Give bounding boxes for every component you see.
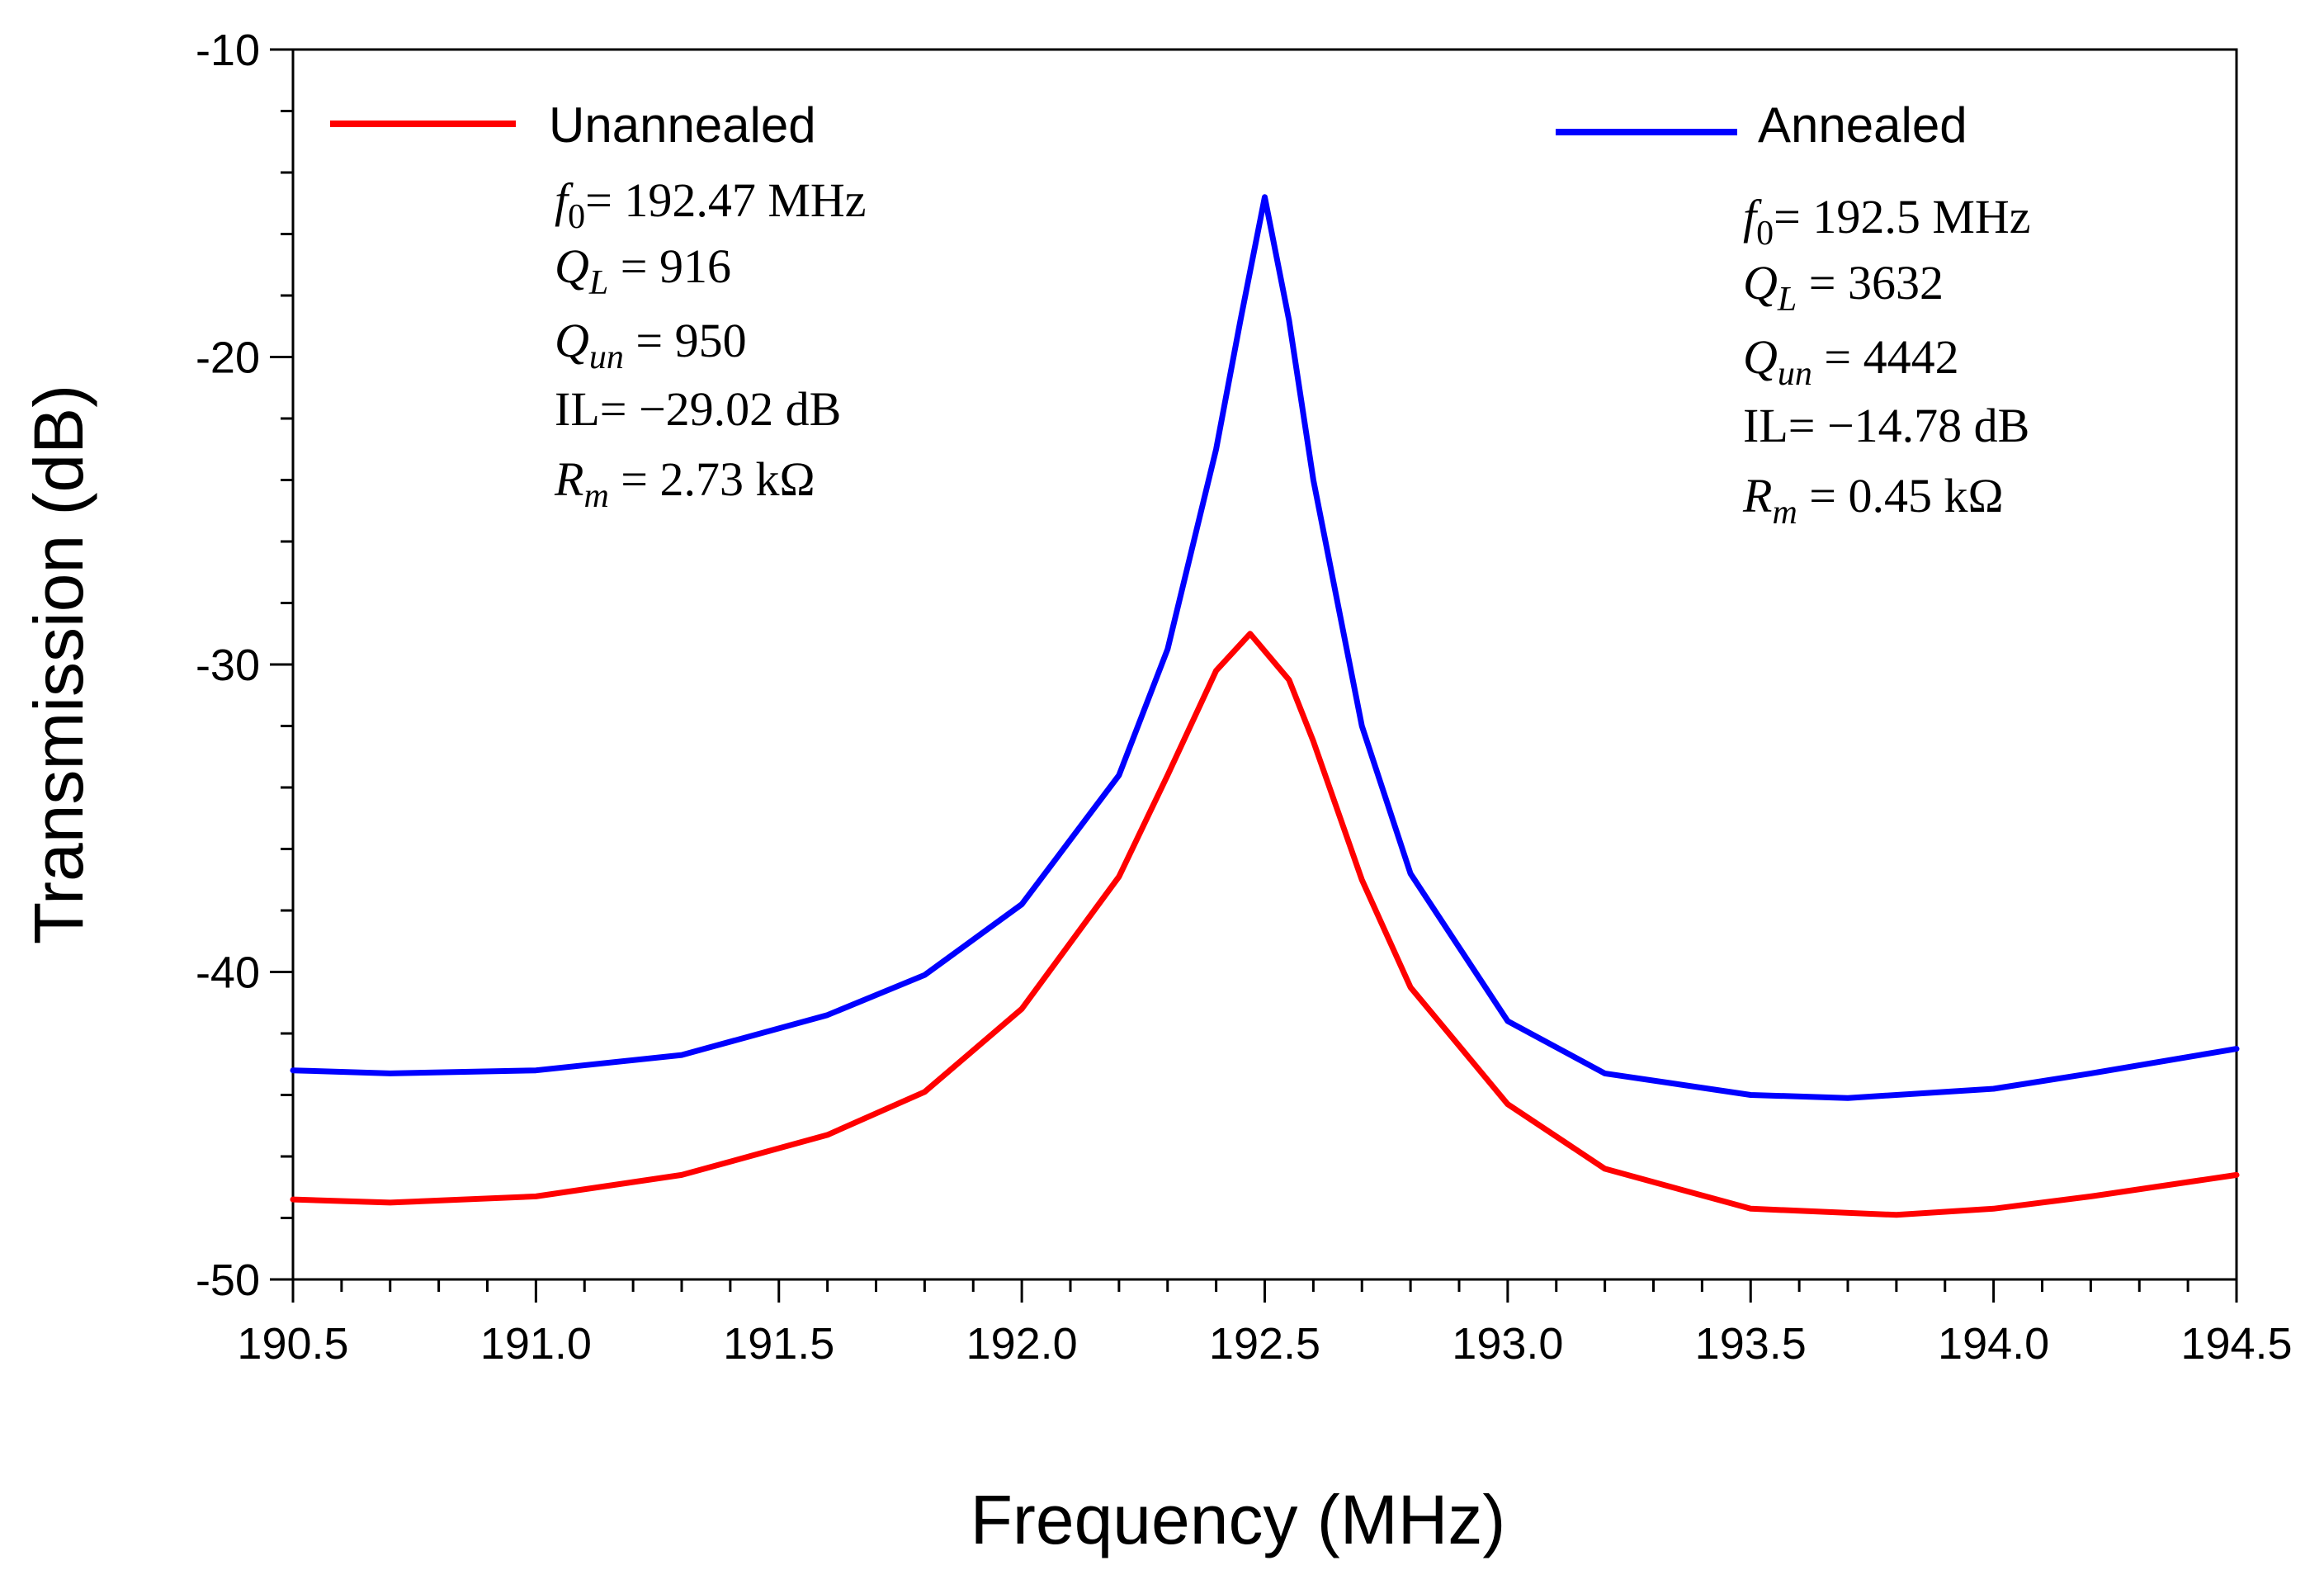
annot-rm: Rm = 2.73 kΩ [554, 452, 815, 515]
axes: -10 -20 -30 -40 -50 190.5 191.0 191.5 192.0 192.5… [196, 26, 2293, 1369]
legend: Unannealed Annealed [330, 97, 1967, 153]
qun-symbol: Q [1743, 330, 1778, 384]
x-tick-label: 194.0 [1938, 1319, 2049, 1369]
annot-ql: QL = 916 [555, 239, 731, 302]
y-tick-label: -30 [196, 641, 260, 690]
qun-subscript: un [589, 338, 624, 376]
x-tick-label: 193.0 [1452, 1319, 1563, 1369]
legend-label-unannealed: Unannealed [549, 97, 816, 153]
ql-value: = 3632 [1797, 256, 1944, 310]
qun-subscript: un [1778, 355, 1812, 393]
annot-il: IL= −29.02 dB [555, 382, 841, 436]
qun-value: = 950 [624, 314, 747, 367]
ql-symbol: Q [555, 239, 589, 293]
rm-value: = 2.73 kΩ [609, 452, 815, 506]
y-axis-title: Transmission (dB) [20, 385, 97, 944]
ql-value: = 916 [608, 239, 731, 293]
x-tick-label: 190.5 [237, 1319, 348, 1369]
f0-subscript: 0 [1756, 215, 1774, 253]
qun-symbol: Q [555, 314, 589, 367]
x-tick-label: 193.5 [1695, 1319, 1807, 1369]
x-axis-title: Frequency (MHz) [971, 1481, 1506, 1558]
x-tick-label: 191.5 [723, 1319, 834, 1369]
plot-series [290, 194, 2240, 1218]
qun-value: = 4442 [1812, 330, 1959, 384]
rm-symbol: R [554, 452, 583, 506]
annot-qun: Qun = 4442 [1743, 330, 1959, 393]
rm-subscript: m [1772, 494, 1797, 532]
x-tick-label: 192.5 [1209, 1319, 1320, 1369]
ql-subscript: L [1777, 281, 1797, 319]
series-line-annealed [290, 194, 2240, 1101]
ql-symbol: Q [1743, 256, 1778, 310]
annot-f0: f0= 192.47 MHz [555, 173, 867, 236]
x-tick-label: 191.0 [480, 1319, 592, 1369]
f0-value: = 192.5 MHz [1774, 190, 2030, 244]
annot-f0: f0= 192.5 MHz [1743, 190, 2031, 253]
rm-value: = 0.45 kΩ [1797, 469, 2004, 523]
annot-ql: QL = 3632 [1743, 256, 1944, 319]
f0-subscript: 0 [568, 198, 585, 236]
y-tick-label: -10 [196, 26, 260, 75]
f0-value: = 192.47 MHz [585, 173, 866, 227]
x-tick-label: 192.0 [966, 1319, 1078, 1369]
annot-qun: Qun = 950 [555, 314, 747, 376]
y-tick-label: -20 [196, 333, 260, 383]
y-tick-label: -40 [196, 948, 260, 998]
x-tick-label: 194.5 [2180, 1319, 2292, 1369]
rm-subscript: m [583, 477, 608, 515]
ql-subscript: L [588, 264, 608, 302]
annot-il: IL= −14.78 dB [1743, 399, 2029, 452]
rm-symbol: R [1742, 469, 1772, 523]
y-tick-label: -50 [196, 1256, 260, 1305]
annot-rm: Rm = 0.45 kΩ [1742, 469, 2004, 532]
series-line-unannealed [290, 631, 2240, 1218]
legend-label-annealed: Annealed [1758, 97, 1967, 153]
